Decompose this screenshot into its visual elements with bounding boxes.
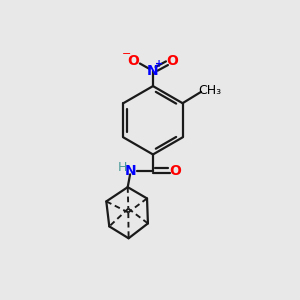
Text: N: N <box>124 164 136 178</box>
Text: O: O <box>128 53 139 68</box>
Text: H: H <box>118 161 127 174</box>
Text: O: O <box>169 164 181 178</box>
Text: N: N <box>147 64 159 78</box>
Text: CH₃: CH₃ <box>198 84 221 97</box>
Text: +: + <box>155 59 163 69</box>
Text: −: − <box>122 49 131 59</box>
Text: O: O <box>167 53 178 68</box>
